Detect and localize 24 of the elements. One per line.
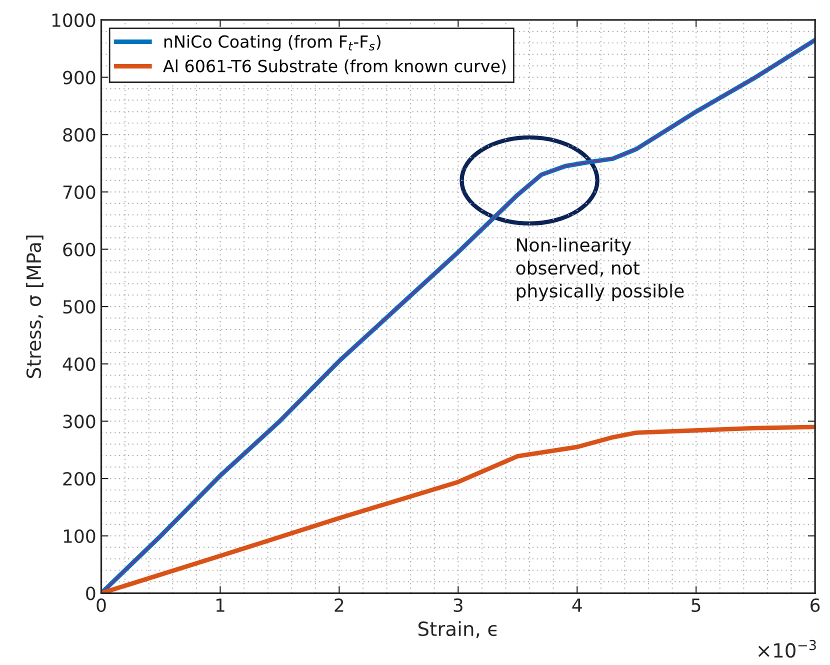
- x-axis-title: Strain, ϵ: [418, 621, 497, 638]
- x-tick-label: 4: [572, 598, 582, 612]
- y-tick-label: 300: [63, 414, 96, 428]
- legend-label: nNiCo Coating (from F$_{t}$-F$_{s}$): [164, 34, 380, 52]
- y-tick-label: 100: [64, 529, 96, 543]
- y-tick-label: 1000: [52, 13, 96, 28]
- y-tick-label: 600: [63, 242, 96, 256]
- y-tick-label: 800: [63, 128, 96, 142]
- x-tick-label: 0: [96, 598, 106, 612]
- y-tick-label: 700: [63, 185, 96, 200]
- y-tick-label: 400: [62, 357, 96, 372]
- annotation: Non-linearity observed, not physically possible: [516, 238, 684, 302]
- text: ×10$^{−3}$: [758, 640, 816, 658]
- y-tick-label: 0: [86, 586, 96, 600]
- y-tick-label: 900: [63, 70, 96, 84]
- y-tick-label: 200: [63, 472, 96, 486]
- x-tick-label: 2: [334, 598, 344, 612]
- x-tick-label: 6: [810, 598, 820, 612]
- x-tick-label: 5: [692, 598, 700, 612]
- legend-label: Al 6061-T6 Substrate (from known curve): [163, 59, 506, 74]
- x-tick-label: 3: [454, 598, 462, 612]
- y-tick-label: 500: [63, 300, 96, 314]
- x-tick-label: 1: [216, 598, 224, 612]
- y-axis-title: Stress, σ [MPa]: [26, 236, 44, 378]
